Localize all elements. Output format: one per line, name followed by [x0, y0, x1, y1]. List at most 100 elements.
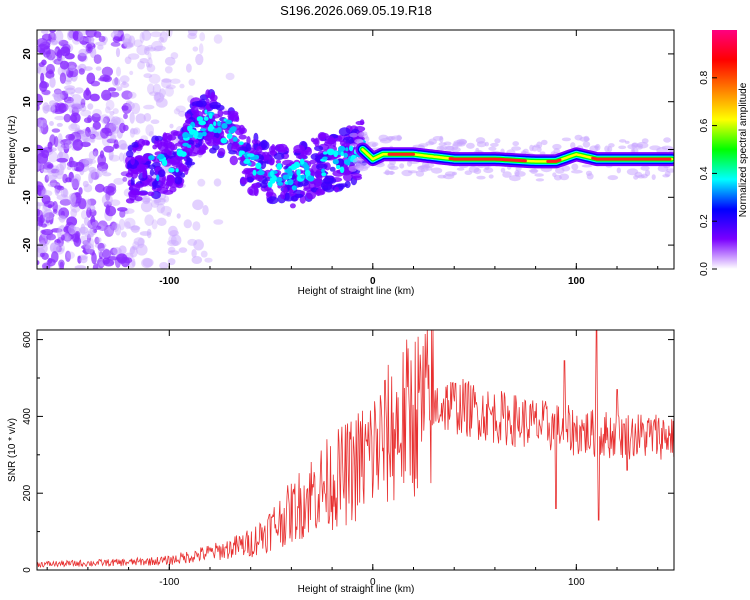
heatmap-cell [168, 235, 177, 245]
heatmap-cell [40, 168, 53, 173]
heatmap-cell [151, 219, 158, 230]
heatmap-cell [167, 250, 180, 256]
heatmap-cell [247, 153, 255, 158]
heatmap-cell [442, 173, 455, 180]
heatmap-cell [618, 145, 627, 150]
heatmap-cell [289, 187, 294, 197]
colorbar: 0.0 0.2 0.4 0.6 0.8 Normalized spectral ampl… [699, 30, 749, 276]
heatmap-cell [277, 181, 284, 186]
heatmap-cell [123, 41, 134, 48]
heatmap-cell [49, 76, 56, 88]
heatmap-cell [207, 131, 216, 136]
y-tick-label: 400 [22, 408, 33, 425]
heatmap-cell [212, 128, 219, 133]
heatmap-cell [159, 88, 166, 99]
spectrogram-ylabel: Frequency (Hz) [7, 116, 18, 185]
heatmap-cell [42, 147, 53, 153]
heatmap-cell [466, 142, 475, 149]
heatmap-cell [475, 147, 480, 153]
heatmap-cell [164, 56, 176, 66]
heatmap-cell [662, 174, 670, 178]
heatmap-cell [208, 112, 213, 119]
heatmap-cell [53, 48, 59, 53]
heatmap-cell [275, 159, 282, 164]
y-tick-label: 0 [22, 146, 33, 152]
heatmap-cell [266, 196, 279, 205]
heatmap-cell [89, 93, 100, 102]
heatmap-cell [144, 214, 154, 226]
heatmap-cell [240, 177, 248, 185]
heatmap-cell [225, 72, 235, 81]
heatmap-cell [116, 253, 128, 263]
heatmap-cell [178, 110, 187, 117]
heatmap-cell [78, 31, 84, 42]
heatmap-cell [120, 82, 130, 88]
heatmap-cell [186, 144, 192, 148]
heatmap-cell [490, 142, 499, 147]
heatmap-cell [157, 141, 168, 152]
heatmap-cell [191, 105, 199, 115]
heatmap-cell [240, 155, 246, 162]
heatmap-cell [38, 123, 44, 134]
heatmap-cell [82, 157, 93, 165]
heatmap-cell [174, 175, 183, 185]
heatmap-cell [116, 86, 123, 91]
y-tick-label: 200 [22, 484, 33, 501]
heatmap-cell [488, 146, 497, 151]
heatmap-cell [123, 113, 128, 120]
heatmap-cell [143, 104, 155, 110]
heatmap-cell [95, 66, 102, 71]
heatmap-cell [571, 163, 579, 171]
heatmap-cell [205, 98, 210, 104]
heatmap-cell [71, 94, 82, 106]
heatmap-cell [112, 77, 121, 87]
heatmap-cell [78, 187, 83, 195]
heatmap-cell [158, 36, 165, 43]
heatmap-cell [428, 138, 437, 145]
heatmap-cell [252, 169, 257, 176]
heatmap-cell [192, 46, 199, 52]
x-tick-label: 100 [568, 577, 585, 588]
heatmap-cell [161, 78, 172, 83]
heatmap-cell [202, 131, 207, 137]
heatmap-cell [110, 41, 121, 47]
heatmap-cell [187, 30, 198, 37]
heatmap-cell [139, 58, 149, 64]
heatmap-cell [157, 169, 166, 178]
heatmap-cell [53, 136, 59, 148]
heatmap-cell [464, 170, 473, 175]
heatmap-cell [273, 152, 285, 160]
heatmap-cell [100, 127, 109, 139]
heatmap-cell [121, 105, 129, 111]
heatmap-cell [494, 138, 501, 144]
heatmap-cell [124, 221, 131, 230]
heatmap-cell [300, 174, 306, 179]
x-tick-label: 0 [370, 276, 376, 287]
heatmap-cell [122, 80, 127, 86]
heatmap-cell [114, 223, 122, 236]
heatmap-cell [91, 252, 97, 265]
heatmap-cell [72, 139, 84, 151]
heatmap-cell [326, 148, 335, 156]
heatmap-cell [49, 30, 56, 33]
heatmap-cell [51, 165, 60, 178]
heatmap-cell [213, 121, 217, 127]
heatmap-cell [156, 203, 165, 214]
heatmap-cell [71, 177, 80, 189]
heatmap-cell [528, 169, 539, 173]
heatmap-cell [105, 99, 115, 111]
heatmap-cell [186, 157, 193, 168]
heatmap-cell [72, 178, 79, 191]
heatmap-cell [661, 145, 673, 150]
heatmap-cell [160, 205, 173, 216]
heatmap-cell [371, 142, 377, 148]
heatmap-cell [150, 119, 160, 124]
heatmap-cell [83, 239, 92, 249]
heatmap-cell [56, 194, 69, 201]
heatmap-cell [83, 217, 90, 226]
heatmap-cell [234, 128, 245, 136]
heatmap-cell [41, 252, 49, 260]
heatmap-cell [92, 121, 101, 130]
heatmap-cell [344, 159, 349, 165]
